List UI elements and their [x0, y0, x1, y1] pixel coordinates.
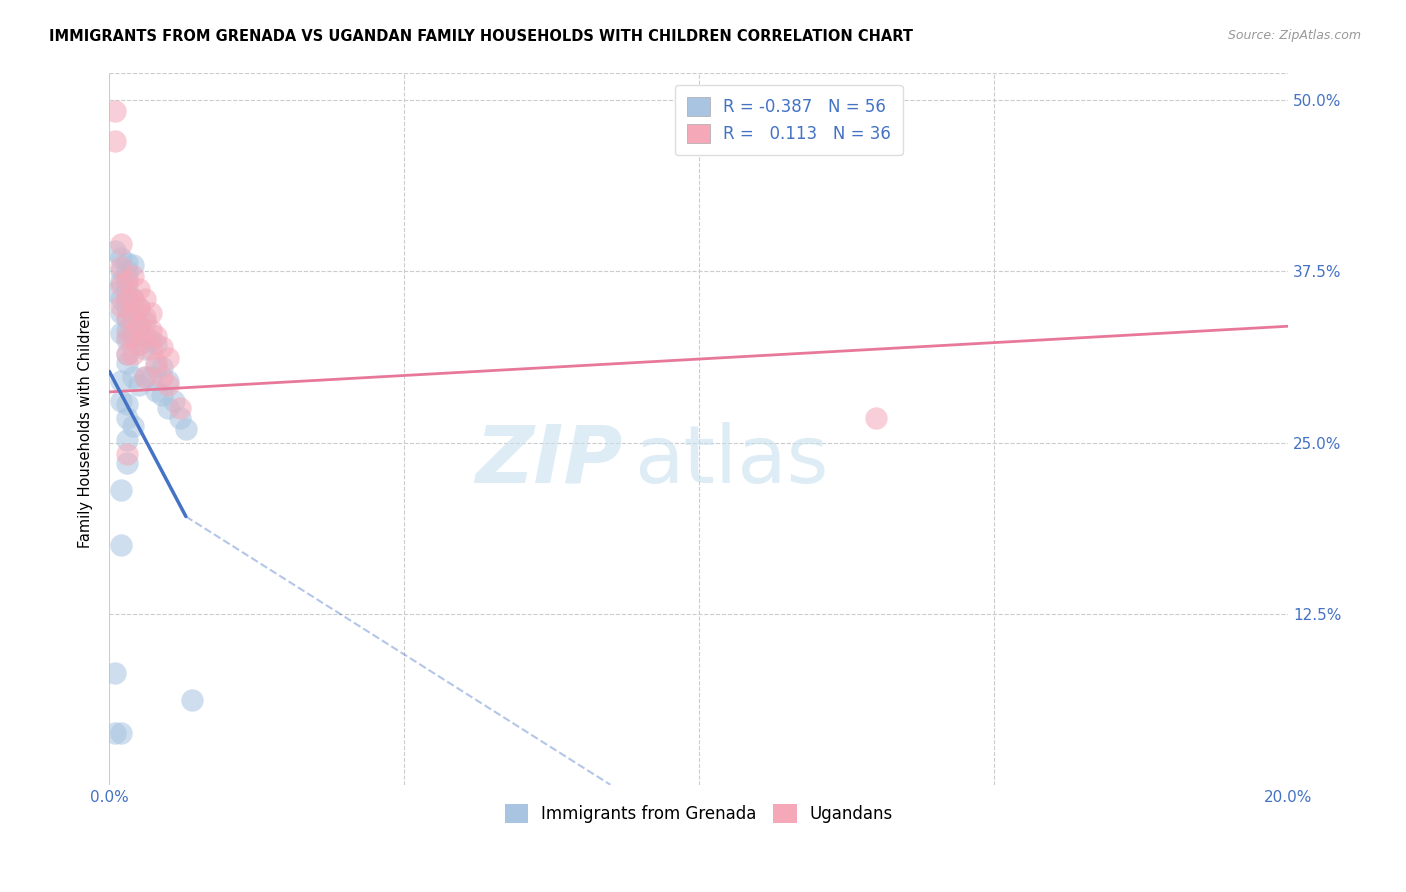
Point: [180, 693, 202, 707]
Point: [121, 292, 143, 306]
Point: [134, 343, 156, 357]
Point: [104, 244, 127, 258]
Point: [115, 346, 138, 360]
Point: [115, 433, 138, 447]
Point: [115, 397, 138, 411]
Point: [110, 299, 132, 313]
Point: [128, 301, 150, 316]
Point: [128, 319, 150, 334]
Point: [163, 394, 186, 409]
Point: [128, 337, 150, 351]
Point: [121, 268, 143, 283]
Point: [110, 305, 132, 319]
Point: [115, 264, 138, 278]
Point: [115, 274, 138, 288]
Point: [121, 346, 143, 360]
Point: [139, 323, 162, 337]
Point: [110, 326, 132, 340]
Point: [145, 328, 167, 343]
Point: [104, 135, 127, 149]
Point: [150, 387, 173, 401]
Point: [121, 328, 143, 343]
Point: [121, 310, 143, 324]
Point: [128, 378, 150, 392]
Point: [169, 401, 191, 416]
Point: [110, 538, 132, 552]
Point: [134, 310, 156, 324]
Point: [121, 312, 143, 326]
Point: [110, 292, 132, 306]
Point: [865, 411, 887, 425]
Text: IMMIGRANTS FROM GRENADA VS UGANDAN FAMILY HOUSEHOLDS WITH CHILDREN CORRELATION C: IMMIGRANTS FROM GRENADA VS UGANDAN FAMIL…: [49, 29, 914, 44]
Point: [115, 323, 138, 337]
Point: [128, 301, 150, 316]
Point: [174, 422, 197, 436]
Point: [128, 319, 150, 334]
Point: [134, 369, 156, 384]
Point: [169, 411, 191, 425]
Point: [157, 378, 180, 392]
Point: [115, 292, 138, 306]
Point: [104, 665, 127, 680]
Legend: Immigrants from Grenada, Ugandans: Immigrants from Grenada, Ugandans: [498, 797, 900, 830]
Point: [157, 374, 180, 388]
Point: [115, 411, 138, 425]
Point: [115, 456, 138, 470]
Point: [110, 725, 132, 739]
Point: [115, 282, 138, 296]
Point: [115, 310, 138, 324]
Point: [121, 369, 143, 384]
Point: [128, 337, 150, 351]
Point: [115, 301, 138, 316]
Point: [115, 271, 138, 285]
Point: [134, 292, 156, 306]
Point: [110, 237, 132, 252]
Point: [104, 725, 127, 739]
Point: [115, 292, 138, 306]
Point: [104, 285, 127, 299]
Y-axis label: Family Households with Children: Family Households with Children: [79, 310, 93, 549]
Point: [110, 483, 132, 498]
Point: [157, 351, 180, 365]
Point: [115, 312, 138, 326]
Point: [121, 292, 143, 306]
Point: [145, 384, 167, 398]
Point: [150, 369, 173, 384]
Point: [110, 264, 132, 278]
Point: [110, 394, 132, 409]
Point: [104, 104, 127, 119]
Point: [121, 328, 143, 343]
Point: [139, 333, 162, 347]
Point: [134, 369, 156, 384]
Point: [145, 337, 167, 351]
Point: [110, 374, 132, 388]
Point: [115, 346, 138, 360]
Point: [115, 356, 138, 370]
Point: [110, 278, 132, 293]
Point: [150, 340, 173, 354]
Text: Source: ZipAtlas.com: Source: ZipAtlas.com: [1227, 29, 1361, 42]
Point: [110, 251, 132, 265]
Point: [128, 282, 150, 296]
Point: [145, 360, 167, 375]
Point: [115, 256, 138, 270]
Point: [121, 258, 143, 272]
Point: [157, 401, 180, 416]
Point: [110, 274, 132, 288]
Point: [134, 328, 156, 343]
Point: [145, 356, 167, 370]
Point: [134, 315, 156, 329]
Point: [150, 360, 173, 375]
Text: ZIP: ZIP: [475, 422, 623, 500]
Point: [115, 328, 138, 343]
Point: [110, 260, 132, 275]
Point: [139, 305, 162, 319]
Point: [139, 343, 162, 357]
Point: [115, 333, 138, 347]
Text: atlas: atlas: [634, 422, 828, 500]
Point: [115, 446, 138, 460]
Point: [121, 419, 143, 434]
Point: [139, 369, 162, 384]
